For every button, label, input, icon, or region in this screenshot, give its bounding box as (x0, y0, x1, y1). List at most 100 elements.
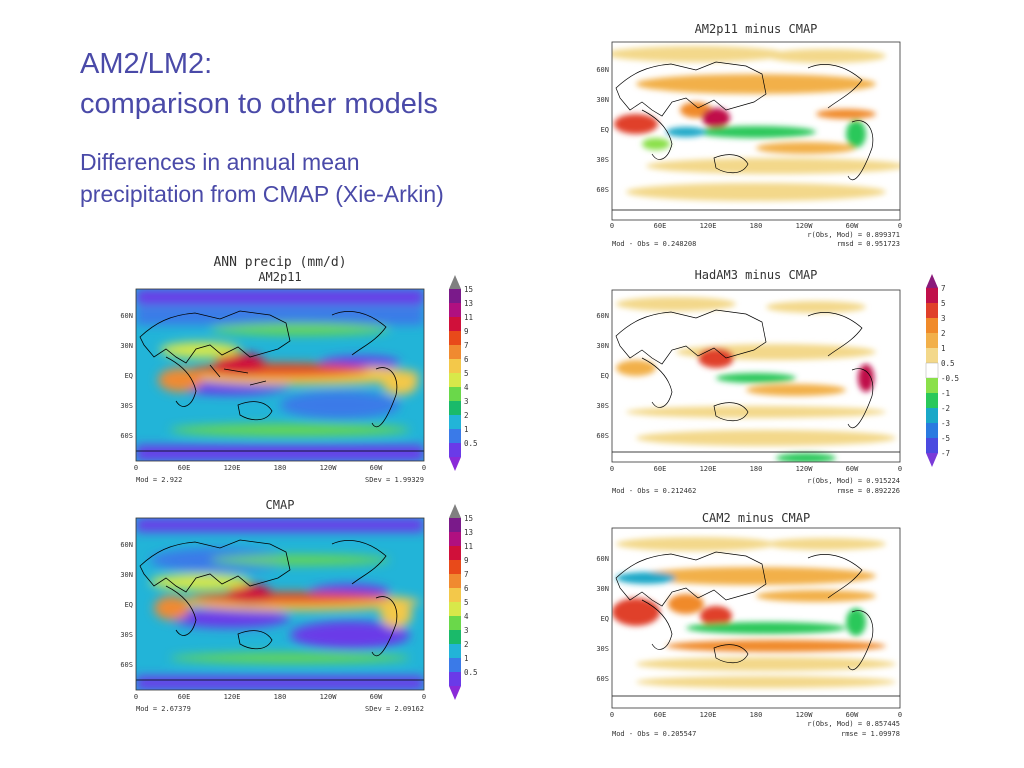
map-title: AM2p11 (258, 270, 301, 284)
lon-tick: 0 (134, 693, 138, 701)
precip-field (136, 289, 424, 461)
lat-tick: 60S (596, 675, 609, 683)
colorbar-label: 15 (464, 514, 473, 523)
map-stat-correlation: r(Obs, Mod) = 0.899371 (807, 231, 900, 239)
colorbar-label: 3 (464, 626, 469, 635)
colorbar-label: 6 (464, 355, 469, 364)
lon-tick: 0 (898, 465, 902, 473)
lon-tick: 120W (320, 693, 338, 701)
am2-minus-cmap-map-panel: AM2p11 minus CMAP 6 (596, 22, 902, 248)
map-stat-right: SDev = 1.99329 (365, 476, 424, 484)
colorbar-label: 11 (464, 542, 473, 551)
colorbar-label: 7 (941, 284, 946, 293)
lat-tick: 30N (596, 585, 609, 593)
colorbar-label: 2 (464, 411, 469, 420)
colorbar-label: -1 (941, 389, 950, 398)
lat-tick: EQ (601, 615, 609, 623)
map-stat-left: Mod - Obs = 0.248208 (612, 240, 696, 248)
lon-tick: 180 (274, 464, 287, 472)
lon-tick: 180 (274, 693, 287, 701)
slide-subtitle-line-1: Differences in annual mean (80, 149, 360, 175)
lon-tick: 60W (370, 464, 383, 472)
lat-tick-labels: 60N 30N EQ 30S 60S (596, 66, 609, 194)
lon-tick: 60E (178, 464, 191, 472)
map-title: CMAP (266, 498, 295, 512)
lat-tick: 30S (596, 156, 609, 164)
coastlines (612, 551, 900, 697)
lat-tick: EQ (601, 126, 609, 134)
lat-tick: 30S (120, 402, 133, 410)
colorbar-label: 5 (941, 299, 946, 308)
colorbar-label: -2 (941, 404, 950, 413)
coastlines (136, 539, 424, 681)
map-stat-left: Mod = 2.67379 (136, 705, 191, 713)
lon-tick: 60E (654, 711, 667, 719)
colorbar-label: 9 (464, 327, 469, 336)
cam2-minus-cmap-map-panel: CAM2 minus CMAP 60N 30 (596, 511, 902, 738)
map-stat-correlation: r(Obs, Mod) = 0.857445 (807, 720, 900, 728)
lat-tick: EQ (125, 601, 133, 609)
coastlines (136, 310, 424, 452)
lat-tick: 60N (120, 541, 133, 549)
lat-tick: 60S (120, 432, 133, 440)
lon-tick: 60W (370, 693, 383, 701)
precip-colorbar: 15 13 11 9 7 6 5 4 3 2 1 0.5 (449, 504, 478, 700)
lon-tick: 0 (610, 222, 614, 230)
lon-tick-labels: 0 60E 120E 180 120W 60W 0 (134, 693, 426, 701)
lon-tick: 60E (654, 465, 667, 473)
colorbar-label: 1 (464, 425, 469, 434)
am2-precip-map-panel: ANN precip (mm/d) AM2p11 (120, 255, 478, 484)
colorbar-label: 7 (464, 341, 469, 350)
colorbar-label: 2 (464, 640, 469, 649)
slide-title-line-1: AM2/LM2: (80, 48, 213, 80)
difference-field (612, 528, 900, 708)
lon-tick: 120W (796, 711, 814, 719)
colorbar-label: -3 (941, 419, 950, 428)
lon-tick-labels: 0 60E 120E 180 120W 60W 0 (610, 222, 902, 230)
lon-tick: 0 (134, 464, 138, 472)
colorbar-label: 4 (464, 383, 469, 392)
difference-field (612, 42, 900, 220)
lat-tick: EQ (601, 372, 609, 380)
lat-tick: 60S (120, 661, 133, 669)
lat-tick: 30N (596, 342, 609, 350)
lon-tick: 180 (750, 222, 763, 230)
colorbar-label: 7 (464, 570, 469, 579)
lon-tick-labels: 0 60E 120E 180 120W 60W 0 (610, 711, 902, 719)
colorbar-label: 6 (464, 584, 469, 593)
lon-tick: 120E (700, 222, 717, 230)
colorbar-label: 13 (464, 299, 473, 308)
lon-tick: 60W (846, 465, 859, 473)
map-stat-left: Mod - Obs = 0.205547 (612, 730, 696, 738)
map-header: ANN precip (mm/d) (213, 255, 346, 270)
coastlines (612, 61, 900, 211)
lon-tick: 0 (422, 693, 426, 701)
lon-tick: 120E (224, 464, 241, 472)
lat-tick: 60S (596, 432, 609, 440)
lon-tick: 60E (654, 222, 667, 230)
colorbar-label: 11 (464, 313, 473, 322)
lat-tick: 30S (120, 631, 133, 639)
map-title: HadAM3 minus CMAP (695, 268, 818, 282)
map-stat-right: rmse = 0.892226 (837, 487, 900, 495)
lon-tick: 60W (846, 711, 859, 719)
map-stat-right: rmsd = 0.951723 (837, 240, 900, 248)
lon-tick: 120W (796, 465, 814, 473)
lat-tick: 30S (596, 402, 609, 410)
colorbar-label: 0.5 (464, 439, 478, 448)
lon-tick: 60E (178, 693, 191, 701)
slide-title: AM2/LM2: comparison to other models (80, 44, 438, 124)
lat-tick: 60N (596, 66, 609, 74)
difference-field (612, 290, 900, 462)
colorbar-label: 3 (941, 314, 946, 323)
lon-tick: 0 (610, 465, 614, 473)
slide-subtitle: Differences in annual mean precipitation… (80, 146, 444, 210)
map-stat-left: Mod = 2.922 (136, 476, 182, 484)
lon-tick: 120E (700, 465, 717, 473)
lat-tick-labels: 60N 30N EQ 30S 60S (596, 555, 609, 683)
lat-tick: 30N (120, 571, 133, 579)
colorbar-label: 1 (464, 654, 469, 663)
slide-title-line-2: comparison to other models (80, 88, 438, 120)
lat-tick-labels: 60N 30N EQ 30S 60S (120, 312, 133, 440)
colorbar-label: 2 (941, 329, 946, 338)
